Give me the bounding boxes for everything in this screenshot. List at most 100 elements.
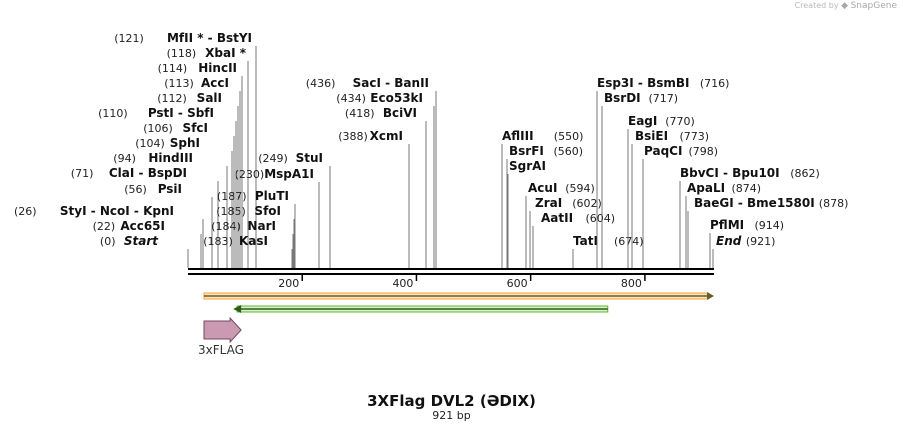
site-name: BsrFI <box>509 144 544 158</box>
site-name: PsiI <box>158 182 182 196</box>
site-position: (114) <box>158 62 188 75</box>
site-name: AflIII <box>502 129 534 143</box>
site-bsrfi: BsrFI (560) <box>506 144 584 268</box>
site-zrai: ZraI (602) <box>529 196 602 268</box>
site-name: SacI - BanII <box>353 76 429 90</box>
site-bsrdi: BsrDI (717) <box>601 91 678 268</box>
site-name: XbaI * <box>205 46 247 60</box>
site-position: (921) <box>746 235 776 248</box>
site-hincii: HincII (114) <box>158 61 243 268</box>
site-saci: SacI - BanII (436) <box>306 76 437 268</box>
site-position: (798) <box>689 145 719 158</box>
orf-reverse-arrowhead <box>233 305 242 313</box>
site-position: (436) <box>306 77 336 90</box>
site-position: (26) <box>14 205 37 218</box>
site-position: (602) <box>572 197 602 210</box>
site-name: Start <box>124 234 159 248</box>
site-name: BaeGI - Bme1580I <box>694 196 815 210</box>
map-title: 3XFlag DVL2 (ƏDIX) <box>367 392 536 410</box>
site-position: (770) <box>665 115 695 128</box>
site-position: (874) <box>732 182 762 195</box>
site-position: (388) <box>338 130 368 143</box>
site-position: (110) <box>98 107 128 120</box>
site-name: BciVI <box>383 106 417 120</box>
orf-forward-arrowhead <box>707 292 714 300</box>
site-name: PflMI <box>710 218 744 232</box>
site-position: (183) <box>203 235 233 248</box>
site-afliii: AflIII (550) <box>501 129 583 268</box>
site-position: (773) <box>680 130 710 143</box>
site-name: AatII <box>541 211 573 225</box>
site-sfoi: SfoI (185) <box>216 204 295 268</box>
site-eco53ki: Eco53kI (434) <box>336 91 435 268</box>
site-bsiei: BsiEI (773) <box>631 129 710 268</box>
site-name: ZraI <box>535 196 562 210</box>
site-paqci: PaqCI (798) <box>642 144 719 268</box>
site-name: MfII * - BstYI <box>167 31 252 45</box>
site-name: HincII <box>198 61 237 75</box>
site-name: SphI <box>170 136 200 150</box>
site-nari: NarI (184) <box>211 219 294 268</box>
site-position: (121) <box>114 32 144 45</box>
site-name: MspA1I <box>264 167 314 181</box>
site-aatii: AatII (604) <box>532 211 616 268</box>
site-xbai: XbaI * (118) <box>167 46 249 268</box>
site-position: (716) <box>700 77 730 90</box>
site-name: SfoI <box>254 204 281 218</box>
site-clai: ClaI - BspDI (71) <box>71 166 219 268</box>
site-name: ApaLI <box>687 181 725 195</box>
site-acc65i: Acc65I (22) <box>93 219 202 268</box>
site-name: PaqCI <box>644 144 682 158</box>
site-sali: SalI (112) <box>157 91 239 268</box>
map-length: 921 bp <box>432 409 471 422</box>
site-position: (249) <box>258 152 288 165</box>
site-acci: AccI (113) <box>164 76 241 268</box>
site-position: (71) <box>71 167 94 180</box>
site-name: BsrDI <box>604 91 641 105</box>
site-name: BbvCI - Bpu10I <box>680 166 780 180</box>
site-esp3i: Esp3I - BsmBI (716) <box>596 76 730 268</box>
site-start: Start (0) <box>100 234 189 268</box>
site-name: TatI <box>573 234 598 248</box>
site-position: (418) <box>345 107 375 120</box>
site-acui: AcuI (594) <box>525 181 595 268</box>
site-xcmi: XcmI(388) <box>338 129 410 268</box>
site-pluti: PluTI (187) <box>217 189 296 268</box>
site-mspa1i: MspA1I(230) <box>235 167 320 268</box>
site-name: HindIII <box>148 151 193 165</box>
site-end: End (921) <box>712 234 776 268</box>
site-position: (604) <box>586 212 616 225</box>
site-position: (113) <box>164 77 194 90</box>
site-hindiii: HindIII (94) <box>113 151 228 268</box>
site-psti: PstI - SbfI (110) <box>98 106 237 268</box>
site-sfci: SfcI (106) <box>143 121 235 268</box>
site-mfii: MfII * - BstYI (121) <box>114 31 257 268</box>
credit-prefix: Created by <box>794 1 839 10</box>
site-pflmi: PflMI (914) <box>709 218 784 268</box>
site-name: ClaI - BspDI <box>109 166 187 180</box>
site-name: Acc65I <box>120 219 165 233</box>
axis-tick-label: 200 <box>278 277 299 290</box>
site-position: (560) <box>554 145 584 158</box>
site-psii: PsiI (56) <box>124 182 213 268</box>
site-position: (106) <box>143 122 173 135</box>
site-name: SgrAI <box>509 159 546 173</box>
site-eagi: EagI (770) <box>627 114 695 268</box>
site-position: (674) <box>614 235 644 248</box>
site-name: SfcI <box>183 121 208 135</box>
site-position: (594) <box>565 182 595 195</box>
site-name: NarI <box>247 219 276 233</box>
site-position: (185) <box>216 205 246 218</box>
site-position: (434) <box>336 92 366 105</box>
axis-tick-label: 800 <box>621 277 642 290</box>
site-position: (230) <box>235 168 265 181</box>
site-position: (56) <box>124 183 147 196</box>
axis-tick-label: 400 <box>392 277 413 290</box>
site-position: (187) <box>217 190 247 203</box>
credit-brand: SnapGene <box>850 1 897 11</box>
feature-label-3xflag: 3xFLAG <box>198 343 244 357</box>
snapgene-credit: Created by ◆ SnapGene <box>795 1 897 11</box>
site-name: Esp3I - BsmBI <box>597 76 689 90</box>
site-name: AcuI <box>528 181 557 195</box>
